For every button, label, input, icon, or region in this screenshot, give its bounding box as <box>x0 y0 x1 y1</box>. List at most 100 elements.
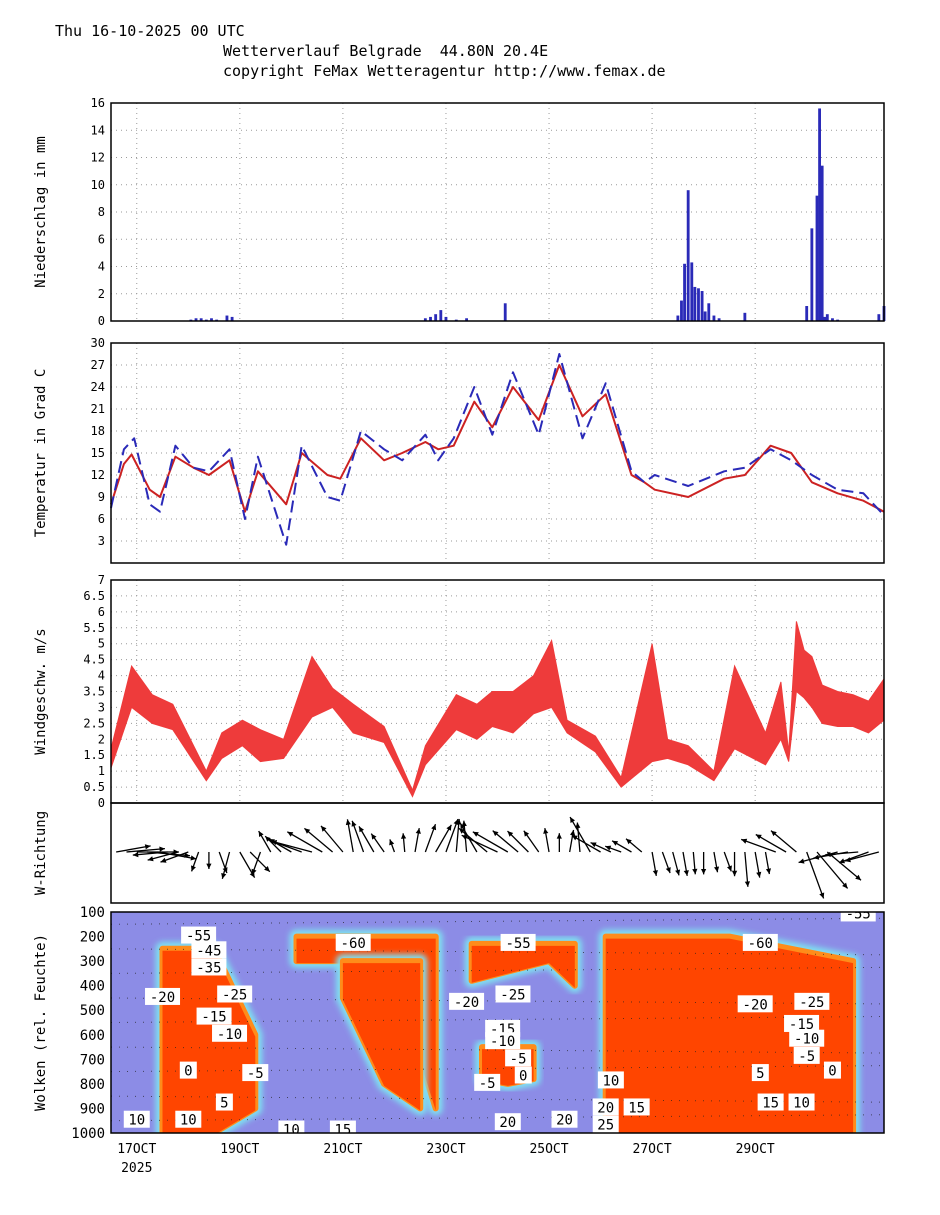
wind-arrow-head <box>492 830 499 837</box>
cloud-label-box <box>485 1032 521 1050</box>
precip-bar <box>194 318 198 321</box>
temp-ytick: 12 <box>91 468 105 482</box>
wind-arrow-head <box>258 831 264 837</box>
wind-arrow <box>826 851 862 881</box>
wind-arrow <box>351 820 365 853</box>
precip-bar <box>743 312 747 321</box>
wind-arrow-shaft <box>472 831 509 853</box>
wind-arrow-head <box>741 838 748 844</box>
x-tick-label: 29OCT <box>736 1142 775 1157</box>
wind-arrow-head <box>612 840 619 846</box>
wind-arrow-shaft <box>826 851 862 881</box>
temp-ytick: 27 <box>91 358 105 372</box>
wind-arrow-head <box>446 824 452 831</box>
wind-ytick: 5.5 <box>83 621 105 635</box>
cloud-contour-label: -60 <box>748 936 773 952</box>
cloud-contour-label: 10 <box>283 1123 300 1139</box>
precip-ylabel: Niederschlag in mm <box>33 136 49 288</box>
wind-arrow <box>424 823 437 853</box>
wind-arrow-shaft <box>320 825 344 853</box>
precip-bar <box>700 291 704 321</box>
wind-arrow <box>569 829 576 853</box>
precip-ytick: 14 <box>91 123 105 137</box>
cloud-contour-label: -10 <box>794 1032 819 1048</box>
wind-arrow-head <box>359 826 364 833</box>
cloud-contour-label: -20 <box>743 997 768 1013</box>
wind-arrow <box>740 838 777 853</box>
cloud-label-box <box>793 1046 820 1064</box>
wind-arrow <box>754 851 762 878</box>
cloud-region-wet <box>471 945 575 988</box>
cloud-label-box <box>212 1024 248 1042</box>
wind-arrow-head <box>287 831 294 837</box>
precip-bar <box>717 318 721 321</box>
x-tick-label: 21OCT <box>323 1142 362 1157</box>
cloud-frame <box>110 911 885 1134</box>
wind-arrow-head <box>321 825 327 832</box>
wind-arrow-head <box>765 868 771 875</box>
cloud-contour-label: -45 <box>196 943 221 959</box>
chart-copyright: copyright FeMax Wetteragentur http://www… <box>223 62 666 80</box>
wind-arrow <box>701 852 707 875</box>
precip-ytick: 10 <box>91 178 105 192</box>
wind-arrow <box>370 833 385 853</box>
wind-arrow-head <box>389 839 395 846</box>
cloud-ytick: 100 <box>80 905 105 921</box>
wind-arrow-head <box>556 833 562 839</box>
cloud-contour-label: -55 <box>186 929 211 945</box>
wind-arrow-head <box>605 845 612 851</box>
wind-arrow-head <box>265 836 271 842</box>
cloud-ytick: 700 <box>80 1052 105 1068</box>
cloud-contour-label: -20 <box>150 990 175 1006</box>
cloud-label-box <box>789 1029 825 1047</box>
cloud-contour-label: -60 <box>341 936 366 952</box>
wind-arrow-head <box>190 855 197 861</box>
cloud-label-box <box>751 1064 769 1082</box>
wind-arrow <box>844 851 880 863</box>
wind-arrow <box>731 852 738 877</box>
wind-arrow <box>389 839 396 853</box>
wind-arrow-shaft <box>445 818 459 853</box>
wind-arrow <box>569 816 591 853</box>
cloud-label-box <box>145 987 181 1005</box>
wind-arrow <box>523 830 540 853</box>
cloud-contour-label: 10 <box>602 1073 619 1089</box>
cloud-contour-label: 5 <box>756 1066 764 1082</box>
cloud-label-box <box>823 1061 841 1079</box>
wind-ytick: 6 <box>98 605 105 619</box>
cloud-contour-label: 15 <box>762 1096 779 1112</box>
wind-arrow <box>755 833 787 853</box>
wind-arrow-head <box>665 867 671 873</box>
wind-arrow <box>345 819 354 853</box>
wind-arrow <box>303 827 334 853</box>
cloud-contour-label: -15 <box>201 1010 226 1026</box>
precip-bar <box>815 195 819 321</box>
wind-arrow-head <box>206 863 212 869</box>
precipitation-frame <box>110 102 885 322</box>
x-tick-label: 17OCT <box>117 1142 156 1157</box>
wind-arrow-head <box>221 873 227 879</box>
precip-ytick: 8 <box>98 205 105 219</box>
cloud-contour-label: -5 <box>798 1049 815 1065</box>
wind-arrow-head <box>727 865 732 872</box>
x-tick-label: 25OCT <box>529 1142 568 1157</box>
precip-bar <box>805 306 809 321</box>
cloud-label-box <box>757 1093 784 1111</box>
precip-bar <box>676 315 680 321</box>
cloud-label-box <box>551 1110 578 1128</box>
wind-arrow-head <box>461 835 468 840</box>
temp-ytick: 18 <box>91 424 105 438</box>
wind-arrow-shaft <box>825 851 859 856</box>
wind-arrow-head <box>675 869 681 876</box>
precip-bar <box>707 303 711 321</box>
cloud-label-box <box>449 992 485 1010</box>
cloud-ytick: 200 <box>80 930 105 946</box>
wind-arrow-head <box>731 870 738 877</box>
wind-arrow-shaft <box>755 833 787 853</box>
wind-arrow-head <box>345 819 351 826</box>
cloud-ytick: 500 <box>80 1003 105 1019</box>
wind-ytick: 0 <box>98 796 105 810</box>
cloud-contour-label: -10 <box>490 1034 515 1050</box>
temp-ylabel: Temperatur in Grad C <box>33 369 49 538</box>
